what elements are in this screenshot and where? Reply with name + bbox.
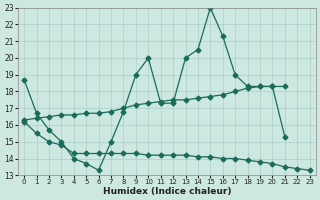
X-axis label: Humidex (Indice chaleur): Humidex (Indice chaleur)	[103, 187, 231, 196]
